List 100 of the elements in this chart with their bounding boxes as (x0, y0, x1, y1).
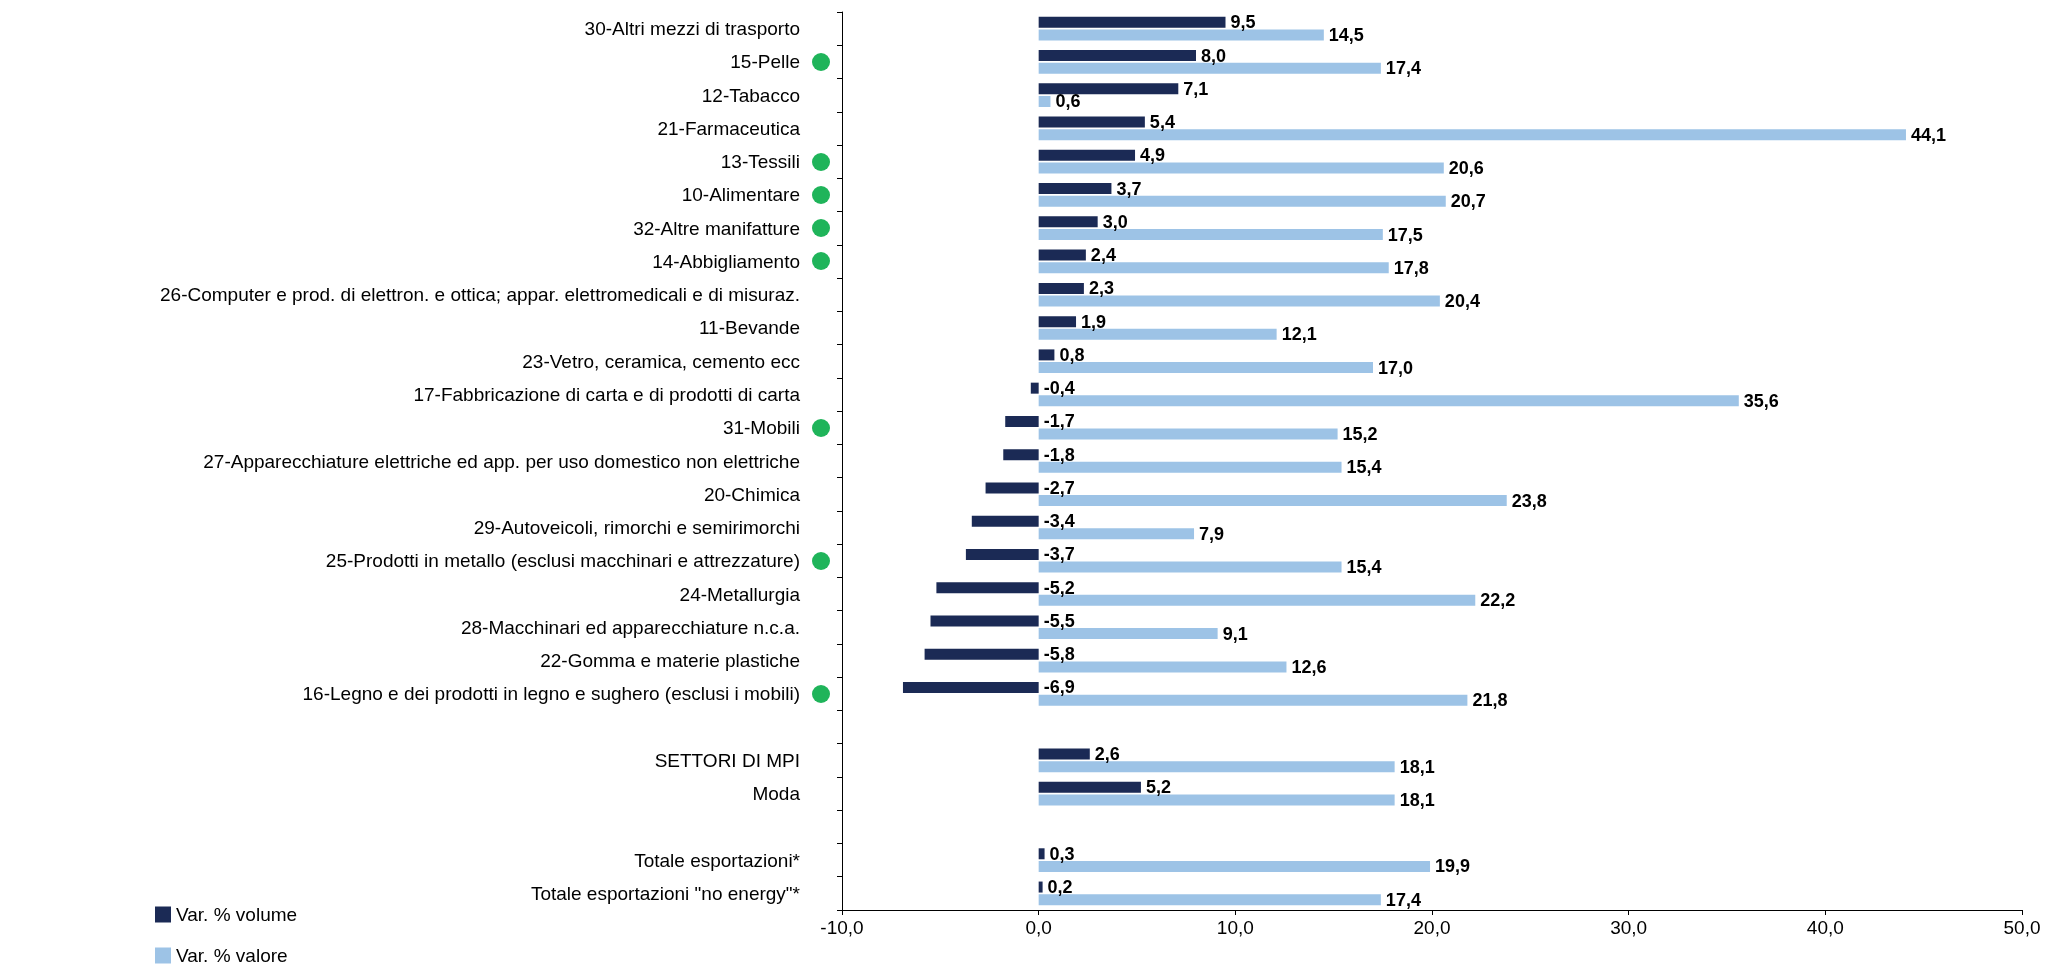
legend-label: Var. % volume (176, 904, 298, 925)
bar (1038, 29, 1324, 41)
data-label: 8,0 (1201, 45, 1227, 66)
bar (1038, 495, 1507, 507)
bar (1038, 183, 1112, 195)
bar (971, 515, 1039, 527)
y-tick-label: 30-Altri mezzi di trasporto (584, 18, 800, 40)
bar (930, 615, 1039, 627)
data-label: 15,2 (1342, 424, 1378, 445)
y-tick-label: 24-Metallurgia (679, 583, 801, 605)
legend-label: Var. % valore (176, 945, 288, 966)
data-label: 12,1 (1281, 324, 1317, 345)
data-label: 0,8 (1059, 344, 1085, 365)
data-label: -1,8 (1043, 444, 1075, 465)
data-label: 21,8 (1472, 690, 1508, 711)
data-label: -3,4 (1043, 511, 1075, 532)
y-tick-label: 21-Farmaceutica (657, 117, 801, 139)
data-label: 22,2 (1480, 590, 1516, 611)
y-tick-label: 22-Gomma e materie plastiche (540, 650, 800, 672)
bar (936, 582, 1039, 594)
y-tick-label: SETTORI DI MPI (654, 749, 800, 771)
bar (1038, 316, 1077, 328)
data-label: 2,6 (1094, 744, 1120, 765)
bar (1038, 428, 1338, 440)
data-label: 4,9 (1140, 145, 1166, 166)
data-label: 1,9 (1081, 311, 1107, 332)
y-tick-label: 16-Legno e dei prodotti in legno e sughero (esclusi i mobili) (302, 683, 800, 705)
data-label: 2,4 (1090, 245, 1116, 266)
bar (1038, 229, 1383, 241)
x-tick-label: 0,0 (1025, 917, 1052, 938)
bar (1038, 561, 1342, 573)
bar (1038, 894, 1381, 906)
y-tick-label: 26-Computer e prod. di elettron. e ottica; appar. elettromedicali e di misuraz. (160, 284, 800, 306)
bar (1038, 661, 1287, 673)
y-tick-label: 29-Autoveicoli, rimorchi e semirimorchi (473, 517, 800, 539)
y-tick-label: 14-Abbigliamento (652, 250, 800, 272)
bar (965, 548, 1039, 560)
bar (985, 482, 1039, 494)
bar (1038, 95, 1051, 107)
data-label: 5,4 (1149, 112, 1175, 133)
y-tick-label: 17-Fabbricazione di carta e di prodotti di carta (413, 383, 801, 405)
bar (1038, 794, 1395, 806)
bar (1038, 848, 1045, 860)
data-label: 18,1 (1399, 756, 1435, 777)
y-tick-label: Moda (752, 783, 801, 805)
bar (1038, 249, 1086, 261)
bar (924, 648, 1039, 660)
data-label: 44,1 (1910, 124, 1947, 145)
bar (1038, 262, 1389, 274)
data-label: -0,4 (1043, 378, 1075, 399)
data-label: 23,8 (1511, 490, 1547, 511)
y-tick-label: 10-Alimentare (681, 184, 800, 206)
data-label: -6,9 (1043, 677, 1075, 698)
y-tick-label: 13-Tessili (720, 151, 800, 173)
bar (1038, 129, 1906, 141)
data-label: 20,7 (1450, 191, 1486, 212)
y-tick-label: 31-Mobili (722, 417, 800, 439)
data-label: 9,1 (1222, 623, 1248, 644)
data-label: 15,4 (1346, 457, 1382, 478)
data-label: 18,1 (1399, 789, 1435, 810)
data-label: 17,4 (1385, 889, 1421, 910)
data-label: 0,2 (1047, 877, 1073, 898)
data-label: 0,6 (1055, 91, 1081, 112)
x-tick-label: -10,0 (820, 917, 864, 938)
data-label: -5,8 (1043, 644, 1075, 665)
data-label: 20,6 (1448, 157, 1484, 178)
bar (1038, 748, 1090, 760)
data-label: -2,7 (1043, 477, 1075, 498)
y-tick-label: 23-Vetro, ceramica, cemento ecc (522, 350, 800, 372)
y-tick-label: 32-Altre manifatture (633, 217, 800, 239)
data-label: -3,7 (1043, 544, 1075, 565)
bar (1038, 216, 1098, 228)
bar (1038, 761, 1395, 773)
y-tick-label: 28-Macchinari ed apparecchiature n.c.a. (460, 616, 800, 638)
y-tick-label: 11-Bevande (698, 317, 800, 339)
x-tick-label: 30,0 (1610, 917, 1648, 938)
y-tick-label: 12-Tabacco (701, 84, 800, 106)
data-label: 20,4 (1444, 291, 1480, 312)
bar (1038, 349, 1055, 361)
data-label: 35,6 (1743, 390, 1779, 411)
data-label: 14,5 (1328, 24, 1364, 45)
x-tick-label: 10,0 (1216, 917, 1254, 938)
data-label: 19,9 (1435, 856, 1471, 877)
bar (1038, 149, 1136, 161)
bar (1038, 50, 1196, 62)
bar (902, 681, 1039, 693)
bar (1038, 16, 1226, 28)
bar (1038, 528, 1195, 540)
data-label: 17,4 (1385, 58, 1421, 79)
data-label: 17,5 (1387, 224, 1423, 245)
data-label: 12,6 (1291, 656, 1327, 677)
data-label: 17,0 (1378, 357, 1414, 378)
x-tick-label: 50,0 (2003, 917, 2041, 938)
bar (1038, 881, 1043, 893)
bar (1038, 694, 1468, 706)
data-label: 5,2 (1145, 777, 1171, 798)
data-label: 15,4 (1346, 557, 1382, 578)
data-label: 0,3 (1049, 843, 1075, 864)
data-label: 3,0 (1102, 211, 1128, 232)
data-label: 3,7 (1116, 178, 1142, 199)
